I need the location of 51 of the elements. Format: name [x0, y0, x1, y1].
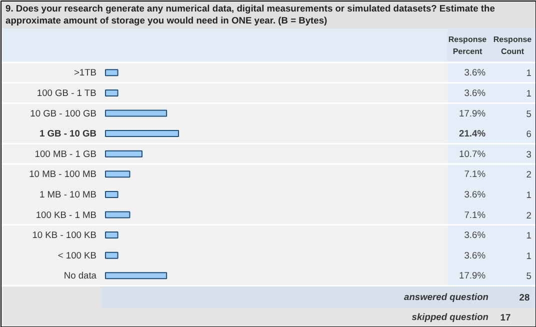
y-tick-label: No data: [64, 270, 98, 281]
y-tick-label: 100 MB - 1 GB: [34, 148, 97, 159]
text: 1: [526, 230, 532, 241]
data-label: 17.9%: [459, 270, 486, 281]
text: 17: [500, 312, 511, 322]
bar: [105, 170, 130, 178]
data-label: 21.4%: [459, 128, 486, 139]
bar: [105, 69, 118, 76]
data-label: 3.6%: [464, 230, 486, 240]
bar: [105, 252, 118, 259]
text: 1: [526, 190, 532, 200]
text: skipped question: [412, 312, 489, 322]
data-label: 3.6%: [464, 250, 486, 260]
text: answered question: [404, 292, 489, 302]
bar: [105, 211, 130, 218]
text: Response Count: [493, 35, 532, 56]
bar: [105, 130, 179, 138]
y-tick-label: 10 KB - 100 KB: [32, 230, 97, 240]
y-tick-label: >1TB: [74, 68, 97, 78]
y-tick-label: 100 GB - 1 TB: [36, 88, 96, 98]
bar: [105, 150, 142, 158]
data-label: 3.6%: [464, 68, 486, 78]
text: 2: [526, 210, 532, 220]
data-label: 17.9%: [459, 108, 486, 118]
text: 2: [526, 170, 532, 180]
y-tick-label: 1 GB - 10 GB: [39, 128, 97, 139]
y-tick-label: 10 MB - 100 MB: [29, 169, 97, 180]
bar: [105, 89, 118, 96]
text: 9. Does your research generate any numerical data, digital measurements or simulated datasets? Estimate the approximate amount of storage you would need in ONE year. (B = Bytes): [6, 4, 495, 26]
bar: [105, 272, 168, 280]
y-tick-label: < 100 KB: [58, 250, 97, 260]
text: 1: [526, 68, 532, 78]
data-label: 3.6%: [464, 189, 486, 200]
y-tick-label: 1 MB - 10 MB: [39, 189, 97, 200]
data-label: 3.6%: [464, 88, 486, 98]
text: 1: [526, 88, 532, 98]
bar: [105, 110, 168, 117]
bar: [105, 232, 118, 239]
data-label: 7.1%: [464, 210, 486, 220]
bar: [105, 190, 118, 198]
data-label: 10.7%: [459, 148, 486, 159]
text: Response Percent: [448, 35, 488, 56]
data-label: 7.1%: [464, 169, 486, 180]
text: 5: [526, 108, 532, 119]
text: 3: [526, 149, 532, 160]
text: 5: [526, 271, 532, 282]
y-tick-label: 10 GB - 100 GB: [30, 108, 97, 118]
text: 1: [526, 250, 532, 261]
text: 6: [526, 129, 532, 140]
y-tick-label: 100 KB - 1 MB: [36, 210, 97, 220]
text: 28: [519, 292, 530, 302]
